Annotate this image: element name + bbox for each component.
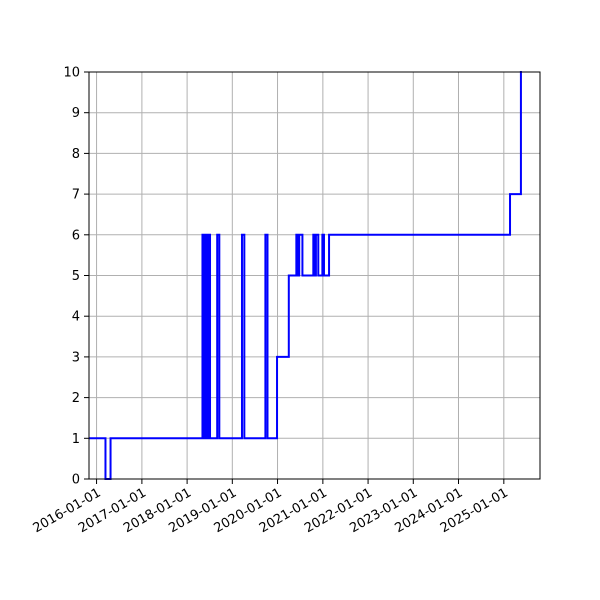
y-axis-tick-label: 3 [72, 350, 80, 365]
y-axis-tick-label: 10 [63, 66, 80, 81]
y-axis-tick-label: 5 [72, 269, 80, 284]
y-axis-tick-label: 6 [72, 228, 80, 243]
y-axis-tick-label: 2 [72, 391, 80, 406]
y-axis-tick-label: 7 [72, 188, 80, 203]
y-axis-tick-label: 4 [72, 310, 80, 325]
y-axis-tick-label: 8 [72, 147, 80, 162]
step-line [89, 71, 522, 480]
y-axis-tick-label: 0 [72, 473, 80, 488]
y-axis-tick-label: 1 [72, 432, 80, 447]
y-axis-tick-label: 9 [72, 106, 80, 121]
